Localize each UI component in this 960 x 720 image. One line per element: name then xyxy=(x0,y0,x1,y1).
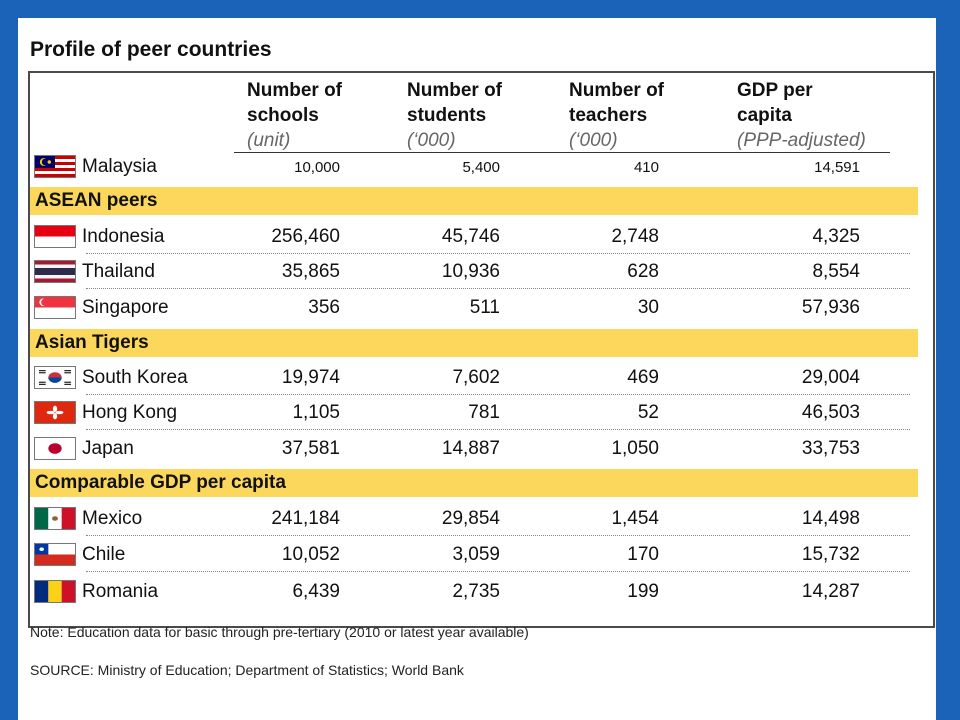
cell-teachers: 30 xyxy=(539,297,659,319)
cell-gdp: 33,753 xyxy=(740,438,860,460)
cell-teachers: 170 xyxy=(539,544,659,566)
country-name: South Korea xyxy=(82,367,188,389)
footnote: Note: Education data for basic through p… xyxy=(30,624,529,640)
cell-students: 14,887 xyxy=(380,438,500,460)
group-band-asean: ASEAN peers xyxy=(30,187,918,215)
header-line: students xyxy=(407,103,502,128)
cell-gdp: 14,498 xyxy=(740,508,860,530)
romania-flag-icon xyxy=(34,580,76,603)
header-line: teachers xyxy=(569,103,664,128)
cell-schools: 256,460 xyxy=(220,226,340,248)
table-row-south-korea: South Korea 19,974 7,602 469 29,004 xyxy=(30,361,930,395)
cell-teachers: 52 xyxy=(539,402,659,424)
table-row-hong-kong: Hong Kong 1,105 781 52 46,503 xyxy=(30,396,930,430)
country-name: Romania xyxy=(82,581,158,603)
cell-teachers: 469 xyxy=(539,367,659,389)
cell-students: 511 xyxy=(380,297,500,319)
header-line: Number of xyxy=(569,78,664,103)
table-row-malaysia: Malaysia 10,000 5,400 410 14,591 xyxy=(30,150,930,184)
cell-teachers: 2,748 xyxy=(539,226,659,248)
cell-schools: 19,974 xyxy=(220,367,340,389)
cell-schools: 6,439 xyxy=(220,581,340,603)
indonesia-flag-icon xyxy=(34,225,76,248)
mexico-flag-icon xyxy=(34,507,76,530)
country-name: Mexico xyxy=(82,508,142,530)
cell-teachers: 410 xyxy=(539,159,659,176)
cell-gdp: 4,325 xyxy=(740,226,860,248)
column-header-teachers: Number of teachers (‘000) xyxy=(569,78,664,153)
cell-students: 45,746 xyxy=(380,226,500,248)
page-title: Profile of peer countries xyxy=(30,38,272,62)
cell-gdp: 46,503 xyxy=(740,402,860,424)
header-line: GDP per xyxy=(737,78,866,103)
table-row-singapore: Singapore 356 511 30 57,936 xyxy=(30,291,930,325)
cell-students: 3,059 xyxy=(380,544,500,566)
singapore-flag-icon xyxy=(34,296,76,319)
header-line: Number of xyxy=(407,78,502,103)
group-label: Comparable GDP per capita xyxy=(35,472,286,494)
table-row-chile: Chile 10,052 3,059 170 15,732 xyxy=(30,538,930,572)
cell-students: 781 xyxy=(380,402,500,424)
cell-gdp: 29,004 xyxy=(740,367,860,389)
row-divider xyxy=(86,535,910,536)
country-name: Hong Kong xyxy=(82,402,177,424)
cell-students: 29,854 xyxy=(380,508,500,530)
table-row-mexico: Mexico 241,184 29,854 1,454 14,498 xyxy=(30,502,930,536)
country-name: Indonesia xyxy=(82,226,164,248)
cell-students: 5,400 xyxy=(380,159,500,176)
slide: Profile of peer countries Number of scho… xyxy=(18,18,936,720)
hong-kong-flag-icon xyxy=(34,401,76,424)
cell-schools: 1,105 xyxy=(220,402,340,424)
row-divider xyxy=(86,394,910,395)
country-name: Singapore xyxy=(82,297,169,319)
japan-flag-icon xyxy=(34,437,76,460)
table-row-thailand: Thailand 35,865 10,936 628 8,554 xyxy=(30,255,930,289)
column-header-gdp: GDP per capita (PPP-adjusted) xyxy=(737,78,866,153)
column-header-students: Number of students (‘000) xyxy=(407,78,502,153)
cell-students: 10,936 xyxy=(380,261,500,283)
cell-teachers: 1,050 xyxy=(539,438,659,460)
cell-schools: 10,052 xyxy=(220,544,340,566)
country-name: Thailand xyxy=(82,261,155,283)
cell-gdp: 8,554 xyxy=(740,261,860,283)
cell-gdp: 15,732 xyxy=(740,544,860,566)
malaysia-flag-icon xyxy=(34,155,76,178)
row-divider xyxy=(86,429,910,430)
cell-schools: 35,865 xyxy=(220,261,340,283)
country-name: Malaysia xyxy=(82,156,157,178)
row-divider xyxy=(86,571,910,572)
table-row-japan: Japan 37,581 14,887 1,050 33,753 xyxy=(30,432,930,466)
cell-teachers: 199 xyxy=(539,581,659,603)
south-korea-flag-icon xyxy=(34,366,76,389)
group-label: Asian Tigers xyxy=(35,332,149,354)
cell-gdp: 57,936 xyxy=(740,297,860,319)
column-header-schools: Number of schools (unit) xyxy=(247,78,342,153)
group-band-comparable-gdp: Comparable GDP per capita xyxy=(30,469,918,497)
cell-teachers: 628 xyxy=(539,261,659,283)
header-line: schools xyxy=(247,103,342,128)
cell-students: 2,735 xyxy=(380,581,500,603)
country-name: Japan xyxy=(82,438,134,460)
thailand-flag-icon xyxy=(34,260,76,283)
country-name: Chile xyxy=(82,544,125,566)
source-note: SOURCE: Ministry of Education; Departmen… xyxy=(30,662,464,678)
table-row-indonesia: Indonesia 256,460 45,746 2,748 4,325 xyxy=(30,220,930,254)
cell-schools: 241,184 xyxy=(220,508,340,530)
cell-teachers: 1,454 xyxy=(539,508,659,530)
cell-gdp: 14,591 xyxy=(740,159,860,176)
group-label: ASEAN peers xyxy=(35,190,158,212)
row-divider xyxy=(86,253,910,254)
group-band-asian-tigers: Asian Tigers xyxy=(30,329,918,357)
header-line: capita xyxy=(737,103,866,128)
cell-gdp: 14,287 xyxy=(740,581,860,603)
cell-schools: 356 xyxy=(220,297,340,319)
cell-students: 7,602 xyxy=(380,367,500,389)
header-line: Number of xyxy=(247,78,342,103)
chile-flag-icon xyxy=(34,543,76,566)
cell-schools: 37,581 xyxy=(220,438,340,460)
table-row-romania: Romania 6,439 2,735 199 14,287 xyxy=(30,575,930,609)
row-divider xyxy=(86,288,910,289)
cell-schools: 10,000 xyxy=(220,159,340,176)
